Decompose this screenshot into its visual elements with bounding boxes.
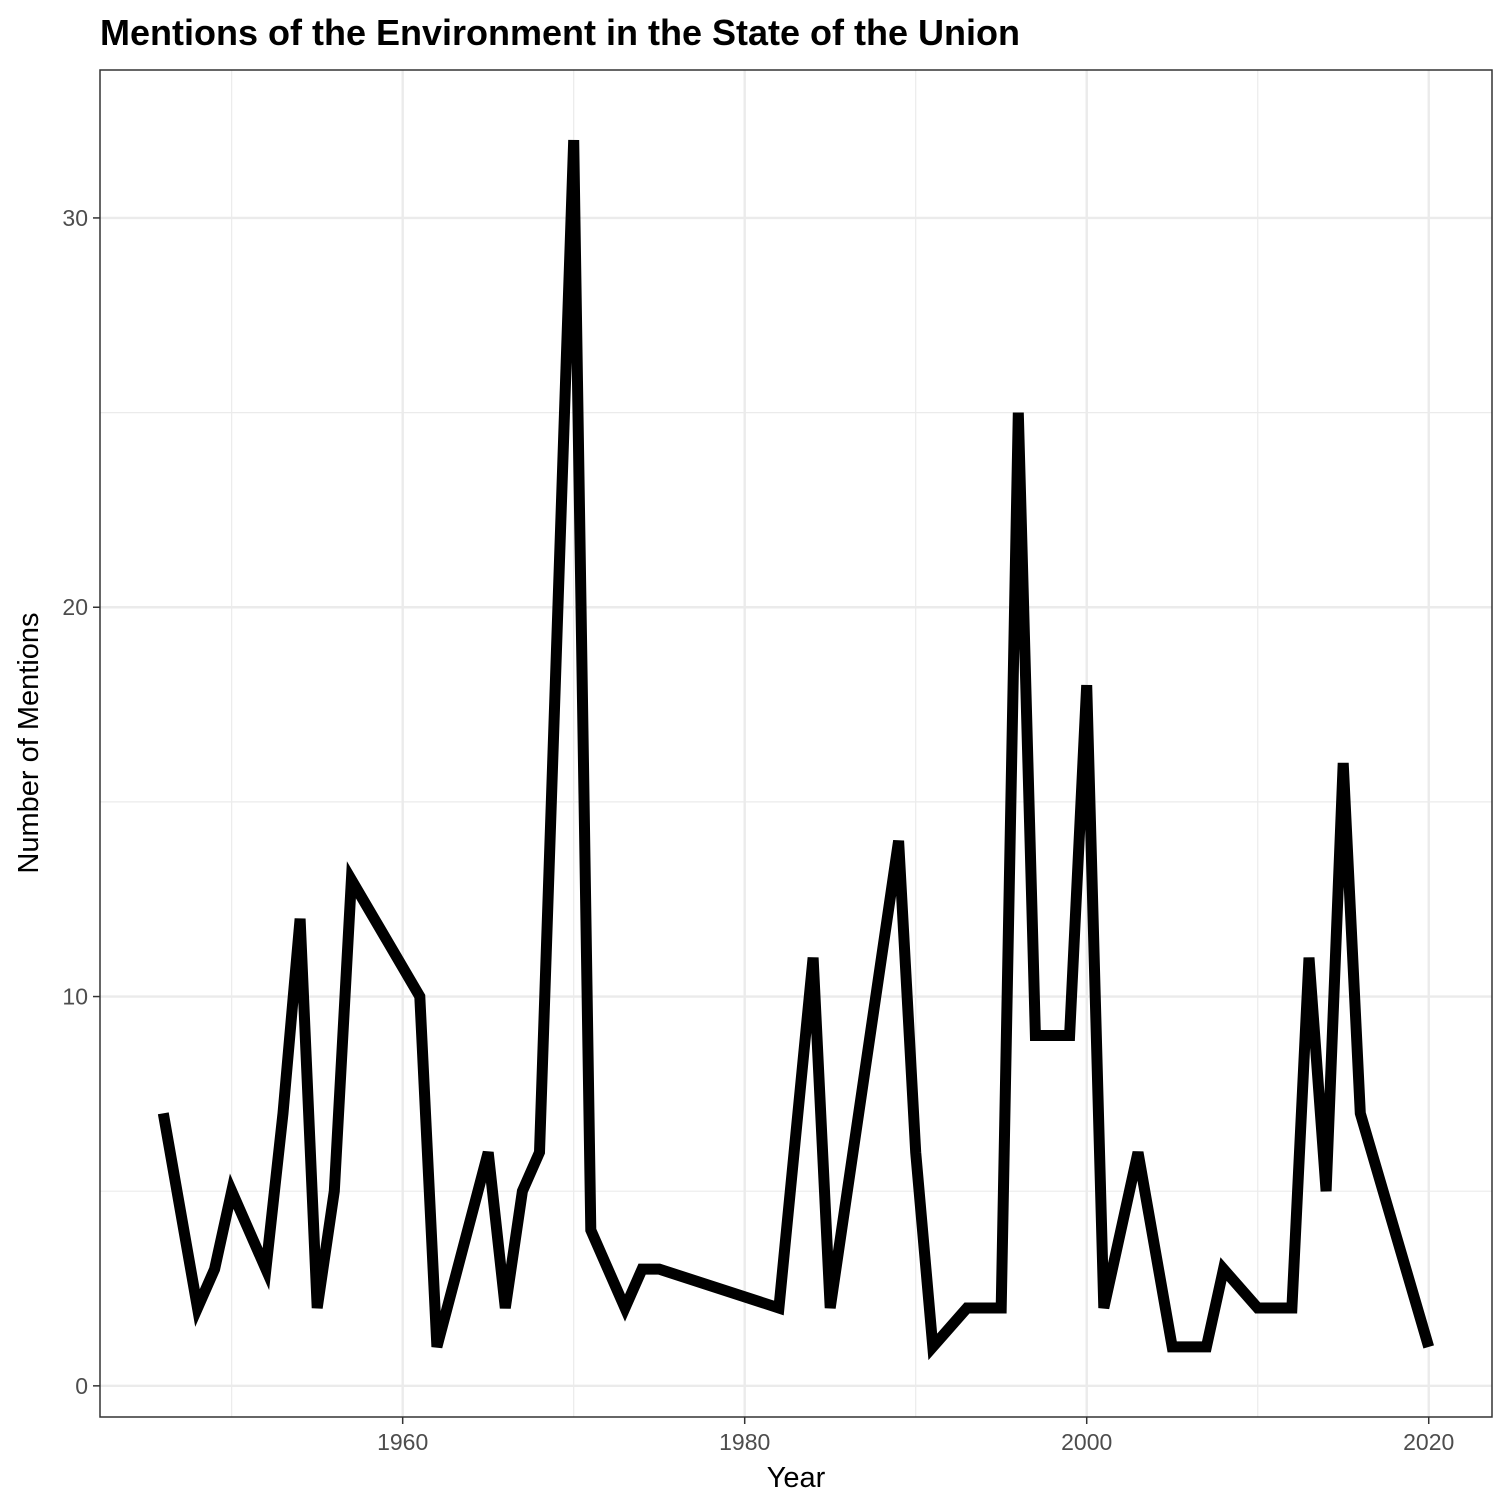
data-point [436,1346,437,1347]
data-point [283,1113,284,1114]
data-point [642,1269,643,1270]
series-line [157,139,1434,1361]
y-tick-label: 10 [62,984,88,1010]
data-point [265,1269,266,1270]
axes: 1960 1980 2000 2020 0 10 20 30 [62,205,1454,1455]
data-point [1206,1346,1207,1347]
data-point [1138,1152,1139,1153]
data-point [1189,1346,1190,1347]
data-point [898,840,899,841]
data-point [1223,1269,1224,1270]
data-point [1035,1035,1036,1036]
data-point [231,1191,232,1192]
data-point [1291,1308,1292,1309]
data-point [813,957,814,958]
x-tick-label: 1960 [377,1429,428,1455]
data-point [984,1308,985,1309]
data-point [1001,1308,1002,1309]
x-tick-label: 2000 [1061,1429,1112,1455]
data-point [488,1152,489,1153]
data-point [1052,1035,1053,1036]
y-tick-label: 0 [75,1373,88,1399]
data-point [1309,957,1310,958]
data-point [1274,1308,1275,1309]
data-point [1360,1113,1361,1114]
data-point [659,1269,660,1270]
data-point [351,879,352,880]
data-point [1343,763,1344,764]
data-point [915,1152,916,1153]
series-layer [157,139,1434,1361]
data-point [1326,1191,1327,1192]
y-axis-title: Number of Mentions [13,612,45,873]
data-point [163,1113,164,1114]
data-point [334,1191,335,1192]
data-point [778,1308,779,1309]
data-point [932,1346,933,1347]
data-point [1428,1346,1429,1347]
y-tick-label: 20 [62,594,88,620]
panel-border [99,69,1493,1418]
data-point [1257,1308,1258,1309]
data-point [573,140,574,141]
data-point [967,1308,968,1309]
grid-lines [100,70,1492,1417]
data-point [1103,1308,1104,1309]
data-point [1069,1035,1070,1036]
data-point [1018,412,1019,413]
data-point [590,1230,591,1231]
x-axis-title: Year [767,1462,826,1494]
chart-title: Mentions of the Environment in the State… [100,12,1020,53]
x-tick-label: 1980 [719,1429,770,1455]
data-point [214,1269,215,1270]
data-point [625,1308,626,1309]
y-tick-label: 30 [62,205,88,231]
data-point [1086,685,1087,686]
data-point [317,1308,318,1309]
data-point [505,1308,506,1309]
x-tick-label: 2020 [1403,1429,1454,1455]
data-point [300,918,301,919]
data-point [522,1191,523,1192]
data-point [197,1308,198,1309]
data-point [539,1152,540,1153]
data-point [830,1308,831,1309]
data-point [419,996,420,997]
data-point [1172,1346,1173,1347]
